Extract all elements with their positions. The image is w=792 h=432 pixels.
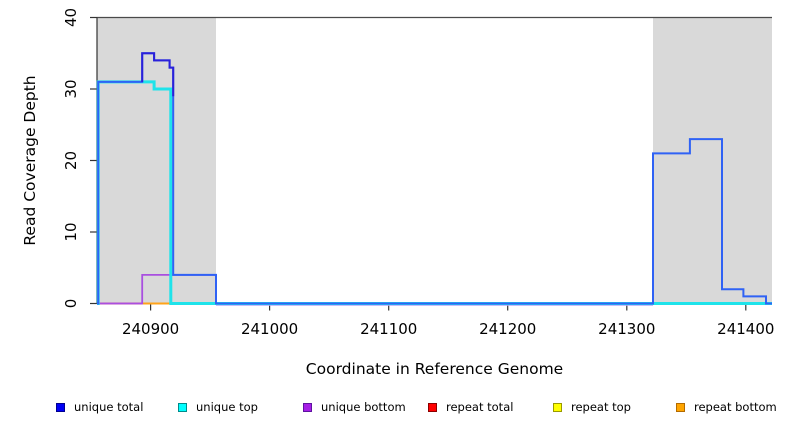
x-axis-title: Coordinate in Reference Genome bbox=[306, 360, 563, 378]
repeat-region-left bbox=[97, 17, 216, 304]
legend-item-unique-total: unique total bbox=[56, 397, 143, 417]
legend-label: repeat top bbox=[571, 400, 631, 414]
legend-item-repeat-total: repeat total bbox=[428, 397, 513, 417]
x-tick-label: 241000 bbox=[241, 320, 298, 338]
y-tick-label: 40 bbox=[62, 8, 80, 27]
repeat-top-swatch-icon bbox=[553, 402, 562, 412]
chart-legend: unique total unique top unique bottom re… bbox=[0, 397, 792, 419]
unique-top-swatch-icon bbox=[178, 402, 187, 412]
legend-item-repeat-top: repeat top bbox=[553, 397, 631, 417]
legend-item-repeat-bottom: repeat bottom bbox=[676, 397, 777, 417]
repeat-total-swatch-icon bbox=[428, 402, 437, 412]
x-tick-label: 240900 bbox=[122, 320, 179, 338]
y-tick-label: 20 bbox=[62, 151, 80, 170]
y-axis-title: Read Coverage Depth bbox=[21, 75, 39, 245]
legend-item-unique-top: unique top bbox=[178, 397, 258, 417]
legend-label: unique top bbox=[196, 400, 258, 414]
unique-bottom-swatch-icon bbox=[303, 402, 312, 412]
y-tick-label: 0 bbox=[62, 299, 80, 309]
repeat-bottom-swatch-icon bbox=[676, 402, 685, 412]
legend-label: repeat total bbox=[446, 400, 514, 414]
legend-item-unique-bottom: unique bottom bbox=[303, 397, 406, 417]
legend-label: unique bottom bbox=[321, 400, 406, 414]
x-tick-label: 241300 bbox=[598, 320, 655, 338]
unique-total-swatch-icon bbox=[56, 402, 65, 412]
x-tick-label: 241100 bbox=[360, 320, 417, 338]
y-tick-label: 30 bbox=[62, 79, 80, 98]
legend-label: repeat bottom bbox=[694, 400, 777, 414]
x-tick-label: 241400 bbox=[717, 320, 774, 338]
y-tick-label: 10 bbox=[62, 222, 80, 241]
series-unique-total-dark bbox=[141, 52, 175, 97]
x-tick-label: 241200 bbox=[479, 320, 536, 338]
legend-label: unique total bbox=[74, 400, 144, 414]
coverage-chart: 240900 241000 241100 241200 241300 241400 0 10 2… bbox=[21, 8, 774, 378]
repeat-region-right bbox=[653, 17, 772, 304]
